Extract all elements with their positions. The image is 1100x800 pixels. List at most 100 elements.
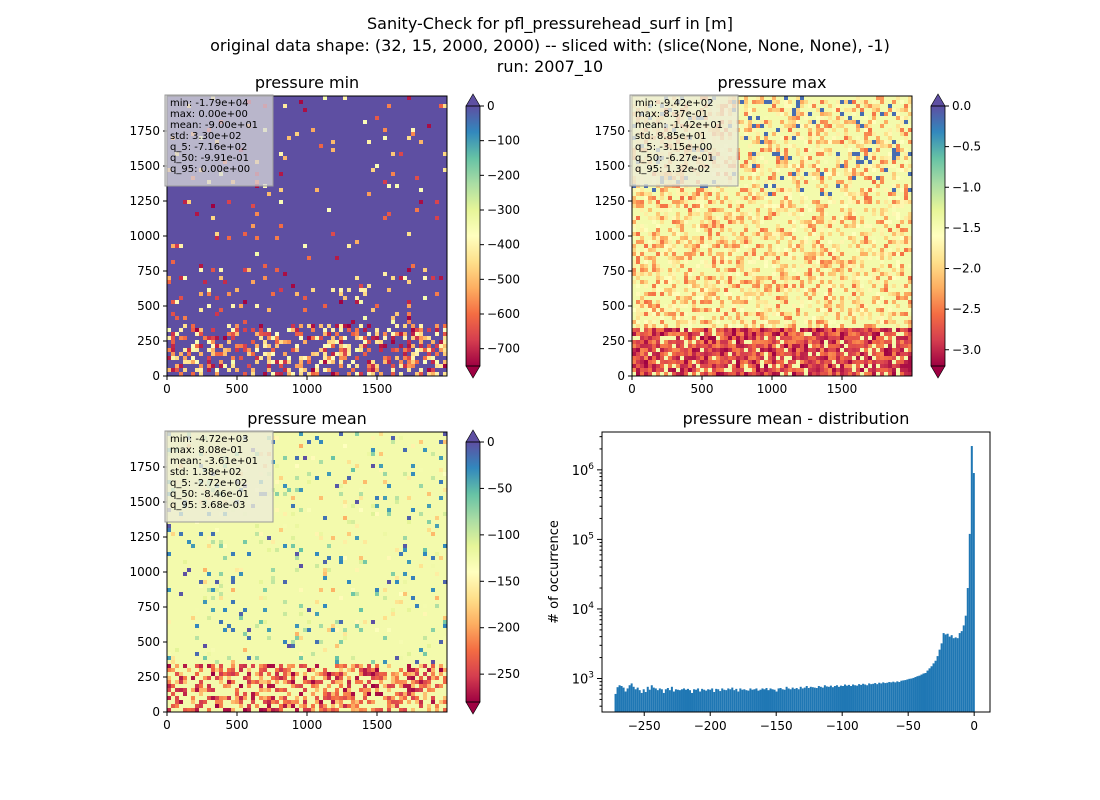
heatmap-cell xyxy=(860,160,864,164)
heatmap-cell xyxy=(700,260,704,264)
heatmap-cell xyxy=(788,148,792,152)
heatmap-cell xyxy=(371,676,375,680)
heatmap-cell xyxy=(740,300,744,304)
heatmap-cell xyxy=(800,372,804,376)
heatmap-cell xyxy=(848,100,852,104)
heatmap-cell xyxy=(439,104,443,108)
heatmap-cell xyxy=(804,292,808,296)
heatmap-cell xyxy=(684,288,688,292)
heatmap-cell xyxy=(247,708,251,712)
heatmap-cell xyxy=(908,112,912,116)
heatmap-cell xyxy=(640,332,644,336)
heatmap-cell xyxy=(896,224,900,228)
heatmap-cell xyxy=(431,372,435,376)
heatmap-cell xyxy=(708,340,712,344)
heatmap-cell xyxy=(872,328,876,332)
heatmap-cell xyxy=(744,128,748,132)
heatmap-cell xyxy=(203,280,207,284)
heatmap-cell xyxy=(295,552,299,556)
heatmap-cell xyxy=(788,108,792,112)
histogram-bar xyxy=(864,684,867,712)
heatmap-cell xyxy=(676,240,680,244)
x-tick-label: 500 xyxy=(226,382,249,396)
heatmap-cell xyxy=(668,368,672,372)
heatmap-cell xyxy=(860,144,864,148)
heatmap-cell xyxy=(864,188,868,192)
heatmap-cell xyxy=(720,280,724,284)
heatmap-cell xyxy=(844,260,848,264)
heatmap-cell xyxy=(820,240,824,244)
heatmap-cell xyxy=(668,332,672,336)
heatmap-cell xyxy=(435,684,439,688)
heatmap-cell xyxy=(748,96,752,100)
heatmap-cell xyxy=(347,460,351,464)
heatmap-cell xyxy=(676,320,680,324)
heatmap-cell xyxy=(672,272,676,276)
heatmap-cell xyxy=(848,244,852,248)
heatmap-cell xyxy=(768,248,772,252)
heatmap-cell xyxy=(676,296,680,300)
heatmap-cell xyxy=(824,364,828,368)
heatmap-cell xyxy=(323,568,327,572)
heatmap-cell xyxy=(712,368,716,372)
heatmap-cell xyxy=(287,360,291,364)
heatmap-cell xyxy=(207,364,211,368)
heatmap-cell xyxy=(363,696,367,700)
heatmap-cell xyxy=(756,208,760,212)
heatmap-cell xyxy=(724,280,728,284)
heatmap-cell xyxy=(395,700,399,704)
heatmap-cell xyxy=(840,328,844,332)
x-tick-label: 1500 xyxy=(362,718,393,732)
heatmap-cell xyxy=(836,104,840,108)
heatmap-cell xyxy=(752,284,756,288)
heatmap-cell xyxy=(672,292,676,296)
heatmap-cell xyxy=(760,276,764,280)
heatmap-cell xyxy=(872,140,876,144)
heatmap-cell xyxy=(676,356,680,360)
heatmap-cell xyxy=(215,528,219,532)
heatmap-cell xyxy=(852,112,856,116)
heatmap-cell xyxy=(167,336,171,340)
heatmap-cell xyxy=(804,236,808,240)
heatmap-cell xyxy=(872,244,876,248)
colorbar-tick-label: −0.5 xyxy=(952,140,981,154)
heatmap-cell xyxy=(816,324,820,328)
heatmap-cell xyxy=(768,204,772,208)
heatmap-cell xyxy=(744,332,748,336)
heatmap-cell xyxy=(908,276,912,280)
heatmap-cell xyxy=(888,196,892,200)
heatmap-cell xyxy=(888,276,892,280)
heatmap-cell xyxy=(752,200,756,204)
heatmap-cell xyxy=(680,256,684,260)
heatmap-cell xyxy=(764,132,768,136)
heatmap-cell xyxy=(708,200,712,204)
heatmap-cell xyxy=(860,288,864,292)
heatmap-cell xyxy=(443,344,447,348)
heatmap-cell xyxy=(764,308,768,312)
heatmap-cell xyxy=(904,292,908,296)
heatmap-cell xyxy=(415,660,419,664)
heatmap-cell xyxy=(363,292,367,296)
heatmap-cell xyxy=(363,560,367,564)
heatmap-cell xyxy=(852,348,856,352)
heatmap-cell xyxy=(860,140,864,144)
y-tick-label: 1250 xyxy=(129,530,160,544)
heatmap-cell xyxy=(752,172,756,176)
heatmap-cell xyxy=(363,120,367,124)
heatmap-cell xyxy=(652,332,656,336)
heatmap-cell xyxy=(676,288,680,292)
heatmap-cell xyxy=(351,656,355,660)
heatmap-cell xyxy=(764,368,768,372)
heatmap-cell xyxy=(423,696,427,700)
heatmap-cell xyxy=(900,284,904,288)
heatmap-cell xyxy=(840,144,844,148)
heatmap-cell xyxy=(704,288,708,292)
heatmap-cell xyxy=(287,664,291,668)
heatmap-cell xyxy=(832,272,836,276)
heatmap-cell xyxy=(820,332,824,336)
y-tick-label: 750 xyxy=(602,264,625,278)
histogram-bar xyxy=(972,473,975,712)
heatmap-cell xyxy=(848,356,852,360)
heatmap-cell xyxy=(860,328,864,332)
heatmap-cell xyxy=(255,532,259,536)
